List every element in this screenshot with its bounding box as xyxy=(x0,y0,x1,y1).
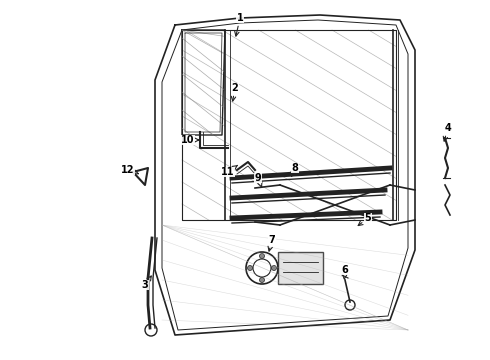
Text: 11: 11 xyxy=(221,165,238,177)
Circle shape xyxy=(260,278,265,283)
Text: 6: 6 xyxy=(342,265,348,279)
Text: 10: 10 xyxy=(181,135,199,145)
Text: 9: 9 xyxy=(255,173,262,187)
Text: 4: 4 xyxy=(443,123,451,141)
Circle shape xyxy=(271,266,276,270)
Text: 7: 7 xyxy=(268,235,275,251)
Bar xyxy=(278,252,323,284)
Circle shape xyxy=(260,253,265,258)
Text: 1: 1 xyxy=(235,13,244,36)
Text: 3: 3 xyxy=(142,276,151,290)
Text: 12: 12 xyxy=(121,165,138,175)
Circle shape xyxy=(247,266,252,270)
Text: 5: 5 xyxy=(358,213,371,226)
Text: 8: 8 xyxy=(291,163,298,176)
Text: 2: 2 xyxy=(231,83,238,101)
